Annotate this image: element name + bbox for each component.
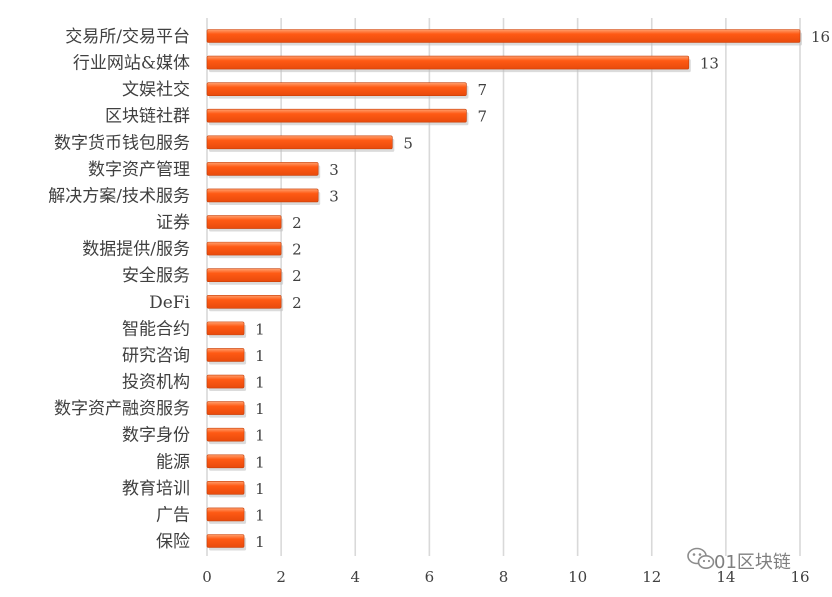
category-label: 广告 — [156, 505, 190, 525]
x-tick-label: 10 — [568, 568, 587, 586]
data-label: 1 — [255, 374, 265, 392]
x-tick-label: 6 — [425, 568, 435, 586]
x-tick-label: 12 — [642, 568, 661, 586]
bar — [206, 374, 245, 389]
x-tick-label: 14 — [716, 568, 735, 586]
bar — [206, 427, 245, 442]
category-label: 数字身份 — [122, 426, 190, 446]
category-label: 能源 — [156, 452, 190, 472]
x-tick-label: 0 — [202, 568, 212, 586]
category-label: 教育培训 — [122, 479, 190, 499]
x-tick-label: 16 — [790, 568, 809, 586]
category-label: 交易所/交易平台 — [65, 27, 190, 47]
data-label: 2 — [292, 241, 302, 259]
category-label: 数据提供/服务 — [82, 240, 190, 260]
category-label: 安全服务 — [122, 266, 190, 286]
category-label: 数字资产融资服务 — [54, 399, 190, 419]
category-label: DeFi — [149, 293, 190, 313]
data-label: 2 — [292, 214, 302, 232]
category-label: 文娱社交 — [122, 80, 190, 100]
data-label: 1 — [255, 480, 265, 498]
data-label: 1 — [255, 453, 265, 471]
bar — [206, 241, 282, 256]
category-label: 数字资产管理 — [88, 160, 190, 180]
category-label: 智能合约 — [122, 319, 190, 339]
data-label: 16 — [811, 28, 830, 46]
data-label: 1 — [255, 533, 265, 551]
bar — [206, 82, 467, 96]
category-label: 区块链社群 — [105, 107, 190, 127]
data-label: 5 — [403, 134, 413, 152]
category-label: 研究咨询 — [122, 346, 190, 366]
data-label: 1 — [255, 347, 265, 365]
bar — [206, 55, 690, 70]
bar — [206, 481, 245, 495]
data-label: 7 — [477, 81, 487, 99]
bar — [206, 29, 801, 43]
x-tick-label: 2 — [276, 568, 286, 586]
bar — [206, 188, 319, 203]
wechat-icon — [687, 547, 715, 569]
bar — [206, 321, 245, 336]
bar — [206, 162, 319, 176]
bar — [206, 135, 393, 150]
x-tick-label: 4 — [350, 568, 360, 586]
bar — [206, 348, 245, 362]
category-label: 投资机构 — [122, 373, 190, 393]
x-tick-label: 8 — [499, 568, 509, 586]
category-labels: 交易所/交易平台行业网站&媒体文娱社交区块链社群数字货币钱包服务数字资产管理解决… — [48, 27, 190, 552]
bar — [206, 507, 245, 522]
data-label: 1 — [255, 320, 265, 338]
bars — [206, 29, 802, 551]
data-labels: 16 13 7 7 5 3 3 2 2 2 2 1 1 1 1 1 1 1 1 1 — [255, 28, 830, 551]
bar — [206, 534, 245, 548]
category-label: 保险 — [156, 532, 190, 552]
bar — [206, 268, 282, 283]
bar — [206, 215, 282, 229]
data-label: 1 — [255, 400, 265, 418]
gridlines — [206, 18, 801, 556]
bar — [206, 401, 245, 415]
data-label: 3 — [329, 187, 339, 205]
category-label: 行业网站&媒体 — [73, 54, 190, 74]
data-label: 3 — [329, 161, 339, 179]
data-label: 1 — [255, 427, 265, 445]
watermark: 01区块链 — [687, 547, 791, 573]
bar — [206, 108, 467, 123]
data-label: 1 — [255, 506, 265, 524]
data-label: 7 — [477, 108, 487, 126]
data-label: 2 — [292, 294, 302, 312]
data-label: 13 — [700, 55, 719, 73]
x-tick-labels: 0 2 4 6 8 10 12 14 16 — [202, 568, 809, 586]
watermark-text: 01区块链 — [714, 552, 791, 573]
data-label: 2 — [292, 267, 302, 285]
category-label: 证券 — [156, 213, 190, 233]
category-label: 解决方案/技术服务 — [48, 186, 190, 206]
bar — [206, 294, 282, 309]
bar — [206, 454, 245, 469]
category-label: 数字货币钱包服务 — [54, 133, 190, 153]
